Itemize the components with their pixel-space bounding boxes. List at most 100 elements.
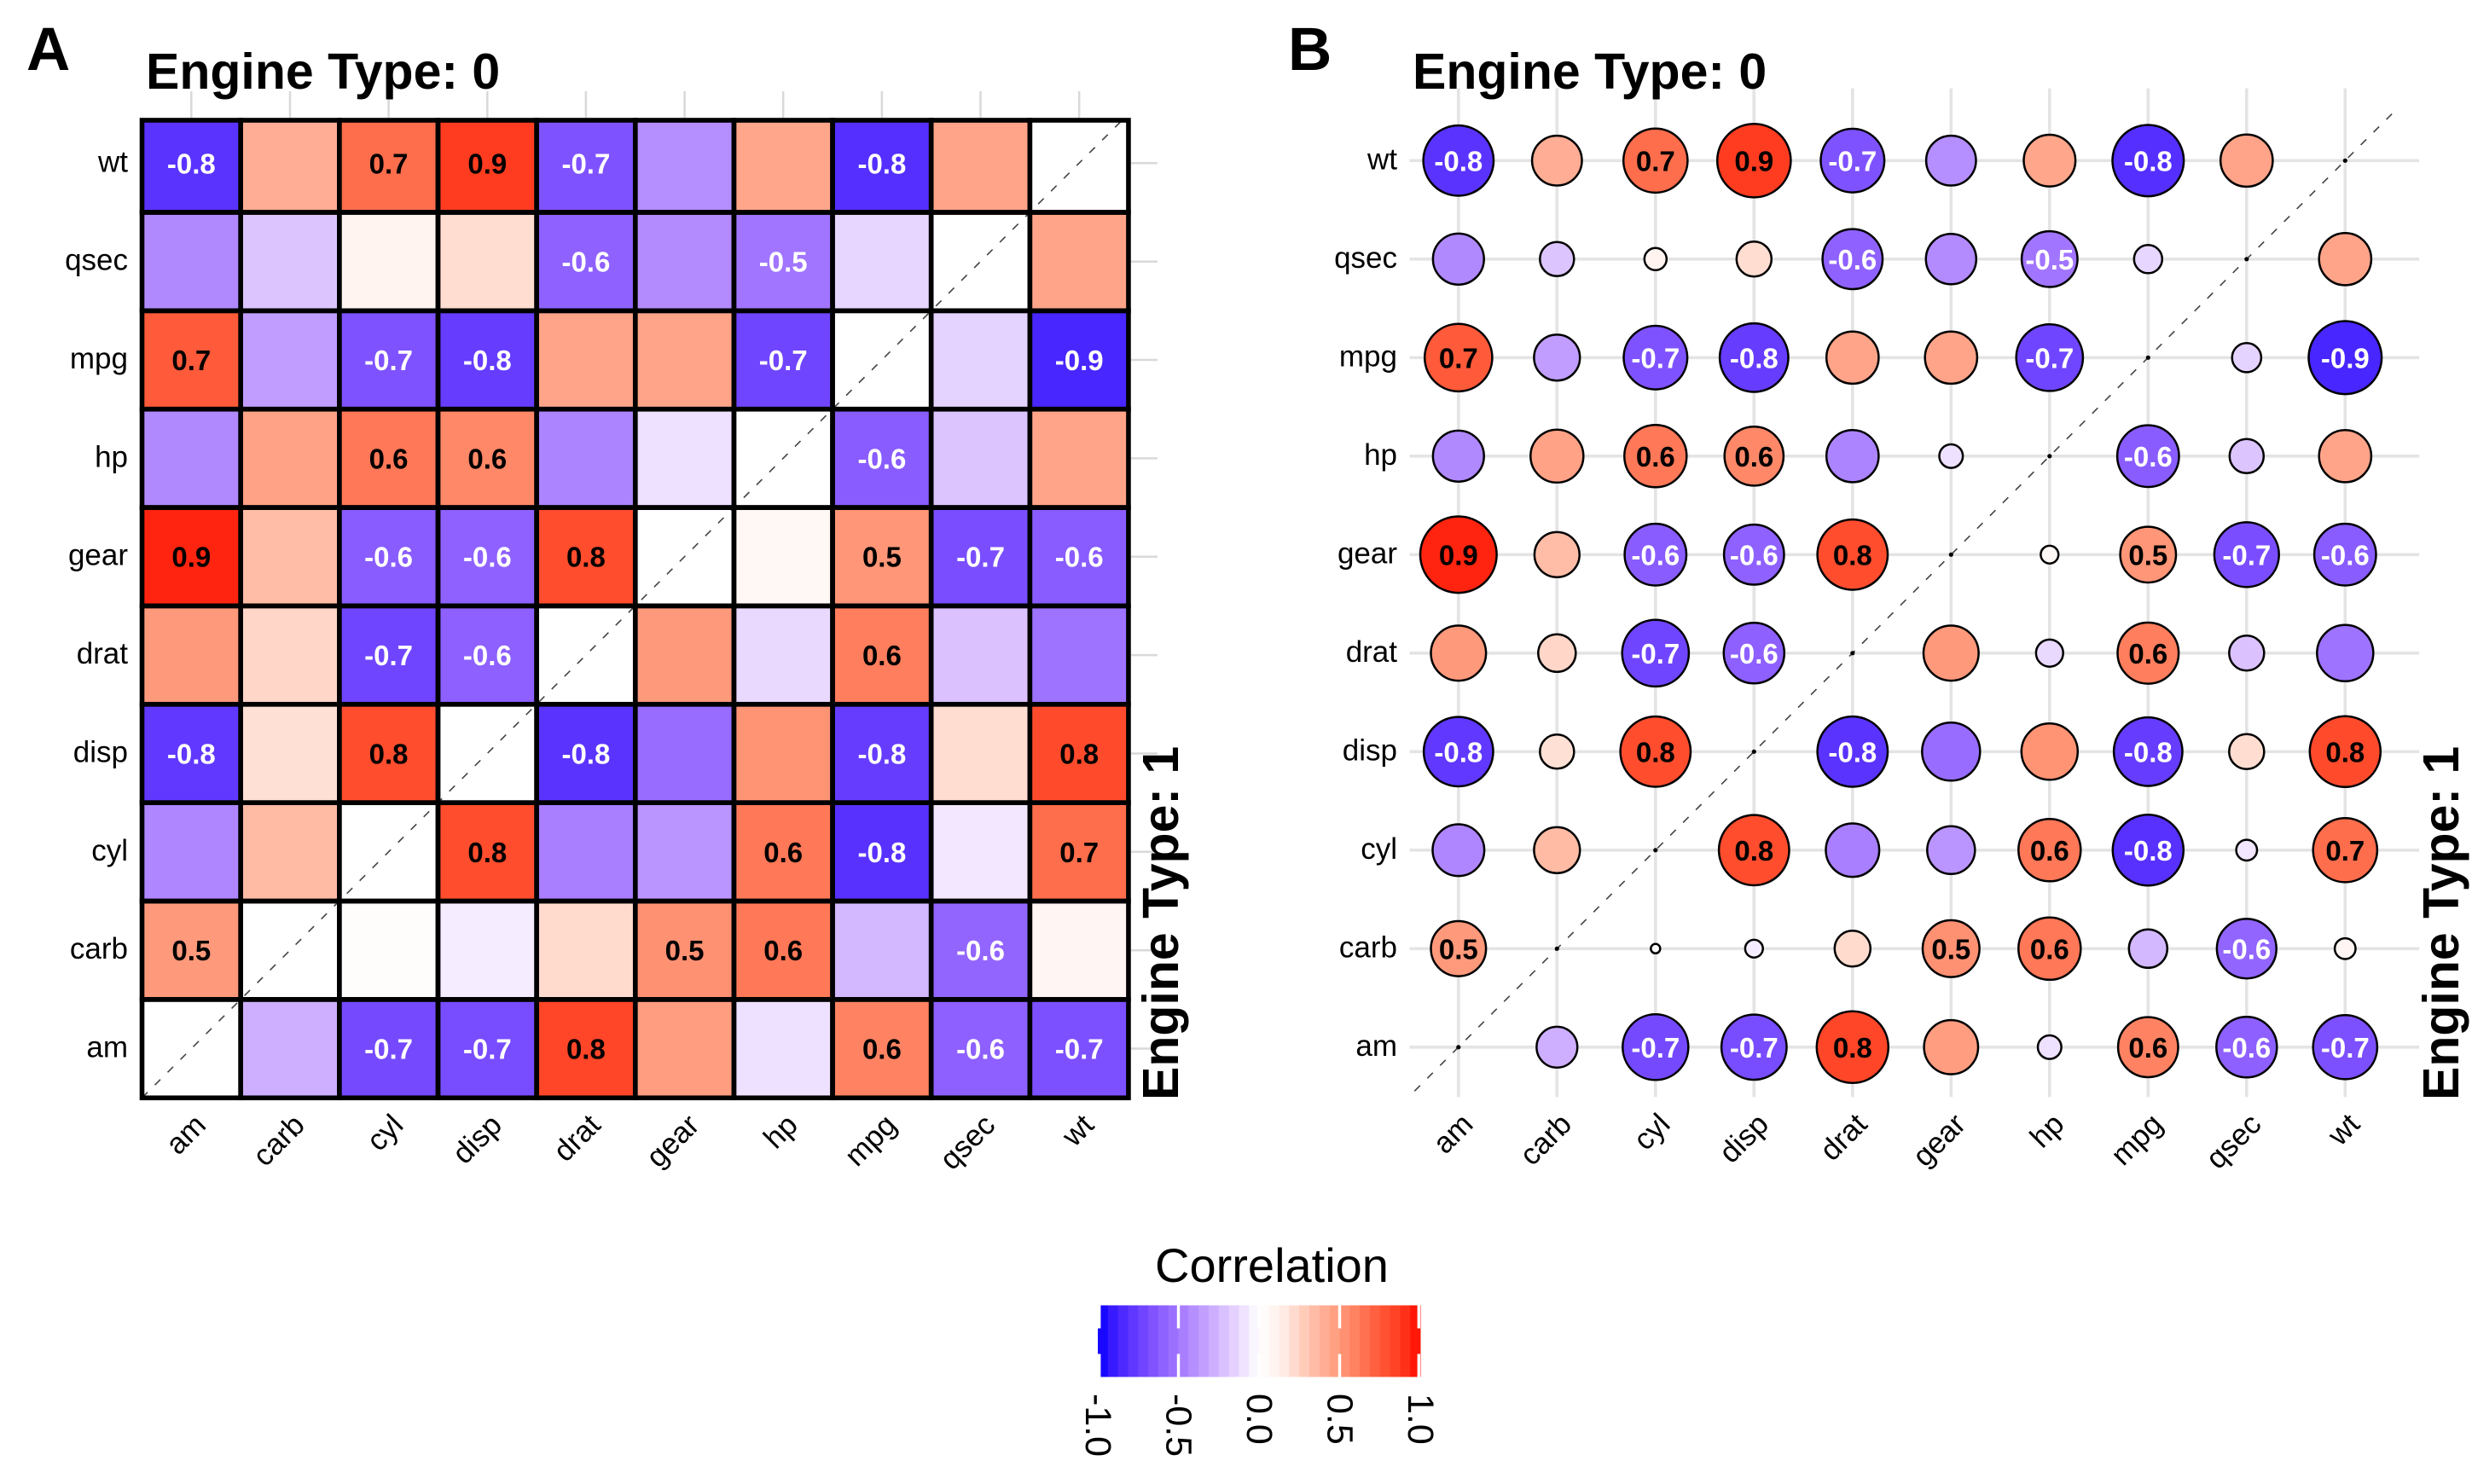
svg-text:drat: drat <box>1346 635 1398 669</box>
svg-text:0.6: 0.6 <box>1636 441 1675 472</box>
svg-text:-0.6: -0.6 <box>1055 542 1104 573</box>
svg-text:-0.8: -0.8 <box>857 837 906 868</box>
svg-text:0.5: 0.5 <box>1320 1394 1361 1445</box>
svg-text:0.7: 0.7 <box>1439 342 1478 374</box>
svg-text:wt: wt <box>1367 142 1397 176</box>
svg-text:0.6: 0.6 <box>2128 638 2167 670</box>
svg-text:disp: disp <box>73 736 128 769</box>
svg-text:-0.8: -0.8 <box>2124 736 2173 768</box>
svg-text:-0.6: -0.6 <box>857 443 906 474</box>
svg-text:-0.9: -0.9 <box>1055 345 1104 376</box>
svg-text:Engine Type: 1: Engine Type: 1 <box>2413 746 2469 1100</box>
svg-text:0.6: 0.6 <box>763 935 803 966</box>
svg-text:0.6: 0.6 <box>862 1034 902 1065</box>
svg-text:disp: disp <box>1343 733 1397 767</box>
svg-text:-0.5: -0.5 <box>1158 1394 1199 1457</box>
svg-text:mpg: mpg <box>70 342 128 375</box>
svg-text:0.8: 0.8 <box>1059 739 1099 770</box>
svg-text:carb: carb <box>70 932 128 965</box>
svg-text:0.9: 0.9 <box>1734 145 1773 177</box>
svg-text:-0.7: -0.7 <box>1631 638 1680 670</box>
svg-text:0.6: 0.6 <box>467 443 507 474</box>
svg-text:-0.8: -0.8 <box>1730 342 1779 374</box>
svg-text:-0.7: -0.7 <box>1828 145 1877 177</box>
svg-text:-0.6: -0.6 <box>364 542 413 573</box>
svg-text:-0.7: -0.7 <box>956 542 1005 573</box>
svg-text:mpg: mpg <box>1339 339 1397 373</box>
svg-text:0.5: 0.5 <box>1931 933 1970 965</box>
svg-text:Engine Type: 0: Engine Type: 0 <box>146 43 500 100</box>
svg-text:-0.6: -0.6 <box>956 935 1005 966</box>
svg-text:-0.8: -0.8 <box>561 739 610 770</box>
svg-text:-0.7: -0.7 <box>463 1034 512 1065</box>
svg-text:0.8: 0.8 <box>1833 1032 1872 1064</box>
svg-text:-0.6: -0.6 <box>463 542 512 573</box>
svg-text:0.6: 0.6 <box>2030 933 2069 965</box>
svg-text:0.5: 0.5 <box>171 935 211 966</box>
svg-text:-0.7: -0.7 <box>561 148 610 179</box>
svg-text:0.7: 0.7 <box>171 345 211 376</box>
svg-text:-0.6: -0.6 <box>2222 933 2271 965</box>
svg-text:cyl: cyl <box>1361 832 1397 866</box>
svg-text:qsec: qsec <box>65 244 128 277</box>
svg-text:0.9: 0.9 <box>467 148 507 179</box>
svg-text:0.6: 0.6 <box>1734 441 1773 472</box>
svg-text:0.5: 0.5 <box>2128 539 2167 571</box>
svg-text:-0.8: -0.8 <box>857 148 906 179</box>
svg-text:0.9: 0.9 <box>1439 539 1478 571</box>
svg-text:-0.6: -0.6 <box>2222 1032 2271 1064</box>
svg-text:hp: hp <box>95 440 128 473</box>
svg-text:0.8: 0.8 <box>2325 736 2365 768</box>
svg-text:-0.7: -0.7 <box>1631 342 1680 374</box>
svg-text:A: A <box>26 16 70 84</box>
svg-text:-0.8: -0.8 <box>2124 145 2173 177</box>
svg-text:-0.6: -0.6 <box>1730 638 1779 670</box>
svg-text:-0.7: -0.7 <box>1631 1032 1680 1064</box>
svg-text:-0.7: -0.7 <box>759 345 808 376</box>
svg-text:0.7: 0.7 <box>1636 145 1675 177</box>
svg-text:-0.8: -0.8 <box>463 345 512 376</box>
svg-text:0.5: 0.5 <box>665 935 705 966</box>
svg-text:-0.7: -0.7 <box>2025 342 2074 374</box>
svg-text:-0.9: -0.9 <box>2321 342 2370 374</box>
svg-text:hp: hp <box>1364 438 1397 472</box>
svg-text:-0.8: -0.8 <box>1434 736 1483 768</box>
svg-text:0.6: 0.6 <box>862 640 902 671</box>
svg-text:qsec: qsec <box>1334 241 1397 275</box>
svg-text:-0.6: -0.6 <box>2124 441 2173 472</box>
svg-text:cyl: cyl <box>91 834 128 867</box>
svg-text:-0.8: -0.8 <box>167 739 216 770</box>
svg-text:-0.8: -0.8 <box>1434 145 1483 177</box>
svg-text:wt: wt <box>97 145 128 178</box>
svg-text:am: am <box>1355 1029 1397 1063</box>
svg-text:-0.6: -0.6 <box>561 246 610 278</box>
svg-text:0.6: 0.6 <box>763 837 803 868</box>
svg-text:-1.0: -1.0 <box>1077 1394 1118 1457</box>
svg-text:-0.8: -0.8 <box>857 739 906 770</box>
svg-text:0.6: 0.6 <box>2128 1032 2167 1064</box>
svg-text:gear: gear <box>68 539 128 572</box>
svg-text:0.5: 0.5 <box>862 542 902 573</box>
svg-text:-0.6: -0.6 <box>1828 244 1877 275</box>
svg-text:0.8: 0.8 <box>566 542 606 573</box>
svg-text:0.7: 0.7 <box>2325 835 2365 867</box>
svg-text:-0.7: -0.7 <box>2222 539 2271 571</box>
svg-text:-0.6: -0.6 <box>1631 539 1680 571</box>
svg-text:-0.7: -0.7 <box>364 345 413 376</box>
svg-text:0.6: 0.6 <box>369 443 409 474</box>
svg-text:carb: carb <box>1339 930 1397 964</box>
svg-text:Engine Type: 1: Engine Type: 1 <box>1133 746 1189 1100</box>
svg-text:-0.7: -0.7 <box>1055 1034 1104 1065</box>
svg-text:0.0: 0.0 <box>1239 1394 1280 1445</box>
svg-text:B: B <box>1288 16 1332 84</box>
svg-text:-0.5: -0.5 <box>759 246 808 278</box>
svg-text:0.5: 0.5 <box>1439 933 1478 965</box>
svg-text:-0.5: -0.5 <box>2025 244 2074 275</box>
svg-text:-0.6: -0.6 <box>1730 539 1779 571</box>
svg-text:0.7: 0.7 <box>369 148 409 179</box>
svg-text:0.6: 0.6 <box>2030 835 2069 867</box>
svg-text:-0.8: -0.8 <box>167 148 216 179</box>
svg-text:-0.7: -0.7 <box>2321 1032 2370 1064</box>
svg-text:1.0: 1.0 <box>1400 1394 1441 1445</box>
svg-text:-0.7: -0.7 <box>364 1034 413 1065</box>
